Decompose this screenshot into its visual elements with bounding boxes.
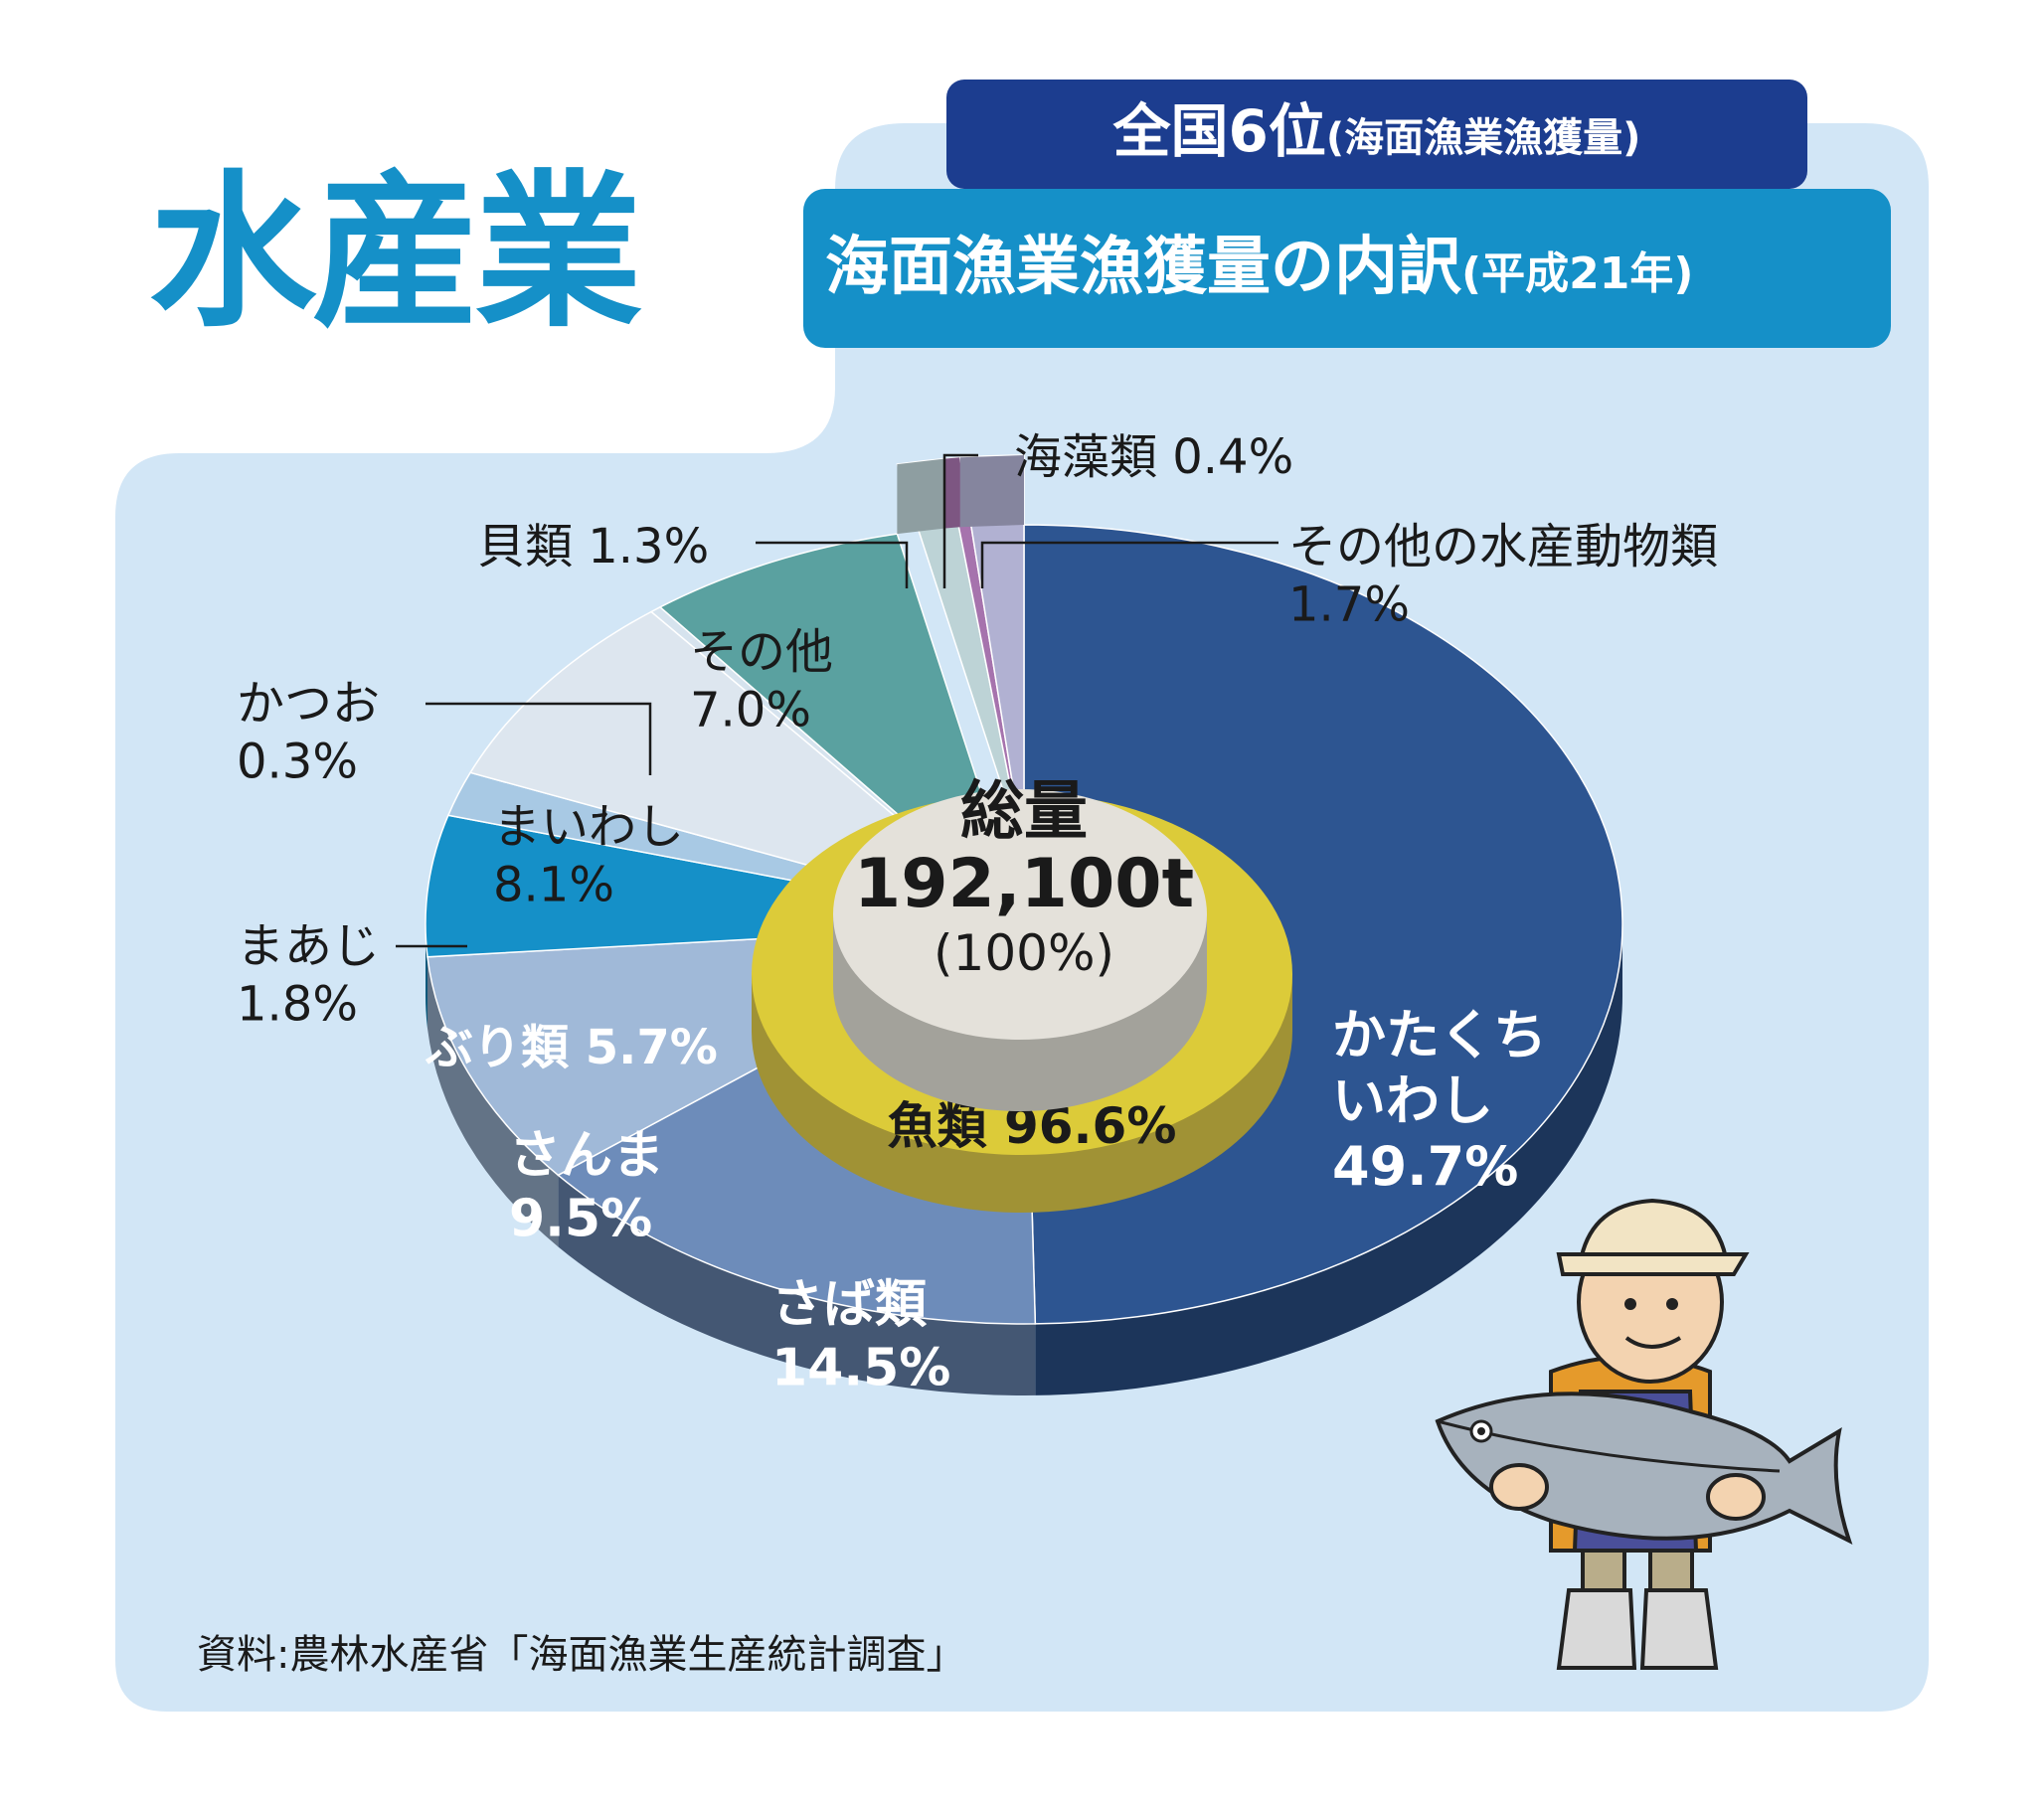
slice-labels: かたくちいわし 49.7% さば類 14.5% さんま 9.5% ぶり類 5.7% まあじ 1.… xyxy=(237,429,1718,1397)
fisherman-illustration xyxy=(1435,1198,1853,1670)
pie-slice-lift-貝類 xyxy=(897,458,945,535)
slice-label-かつお: かつお 0.3% xyxy=(237,676,380,790)
pie-side-ぶり類 xyxy=(426,924,428,1029)
slice-label-その他: その他 7.0% xyxy=(690,624,833,738)
leader-line-海藻類 xyxy=(942,453,978,588)
leader-lines xyxy=(396,453,1278,948)
leader-line-かつお xyxy=(426,702,652,775)
slice-label-さんま: さんま 9.5% xyxy=(509,1126,664,1248)
source-note: 資料:農林水産省「海面漁業生産統計調査」 xyxy=(197,1632,966,1678)
slice-label-海藻類: 海藻類 0.4% xyxy=(1014,429,1293,485)
slice-label-ぶり類: ぶり類 5.7% xyxy=(425,1020,718,1075)
rank-main: 全国6位 xyxy=(1112,97,1326,165)
pie-side-さば類 xyxy=(558,1175,1036,1395)
center-disc xyxy=(833,789,1207,1111)
slice-label-貝類: 貝類 1.3% xyxy=(477,519,709,574)
rank-sub: (海面漁業漁獲量) xyxy=(1325,115,1641,161)
pie-side-さんま xyxy=(427,956,559,1247)
pie-slice-その他の水産動物類 xyxy=(958,454,1025,856)
pie-slice-lift-海藻類 xyxy=(944,457,960,529)
pie-side-walls xyxy=(426,924,1622,1395)
leader-line-その他の水産動物類 xyxy=(980,541,1278,588)
center-label: 総量 xyxy=(960,775,1088,849)
chart-title-box: 海面漁業漁獲量の内訳(平成21年) xyxy=(803,189,1891,348)
slice-label-さば類: さば類 14.5% xyxy=(771,1275,950,1397)
slice-label-かたくちいわし: かたくちいわし 49.7% xyxy=(1332,1004,1547,1198)
leader-line-貝類 xyxy=(756,541,909,588)
center-percent: (100%) xyxy=(934,924,1114,982)
page-title: 水産業 xyxy=(149,155,642,350)
rank-badge: 全国6位(海面漁業漁獲量) xyxy=(946,80,1807,189)
slice-label-まあじ: まあじ 1.8% xyxy=(237,918,380,1033)
slice-label-その他の水産動物類: その他の水産動物類 1.7% xyxy=(1288,519,1718,633)
chart-title: 海面漁業漁獲量の内訳 xyxy=(825,231,1461,304)
chart-year: (平成21年) xyxy=(1461,248,1694,299)
center-total: 192,100t xyxy=(854,845,1194,923)
slice-label-まいわし: まいわし 8.1% xyxy=(493,799,684,913)
pie-slice-lift-その他の水産動物類 xyxy=(959,455,1024,528)
pie-side-かたくちいわし xyxy=(1035,924,1622,1395)
